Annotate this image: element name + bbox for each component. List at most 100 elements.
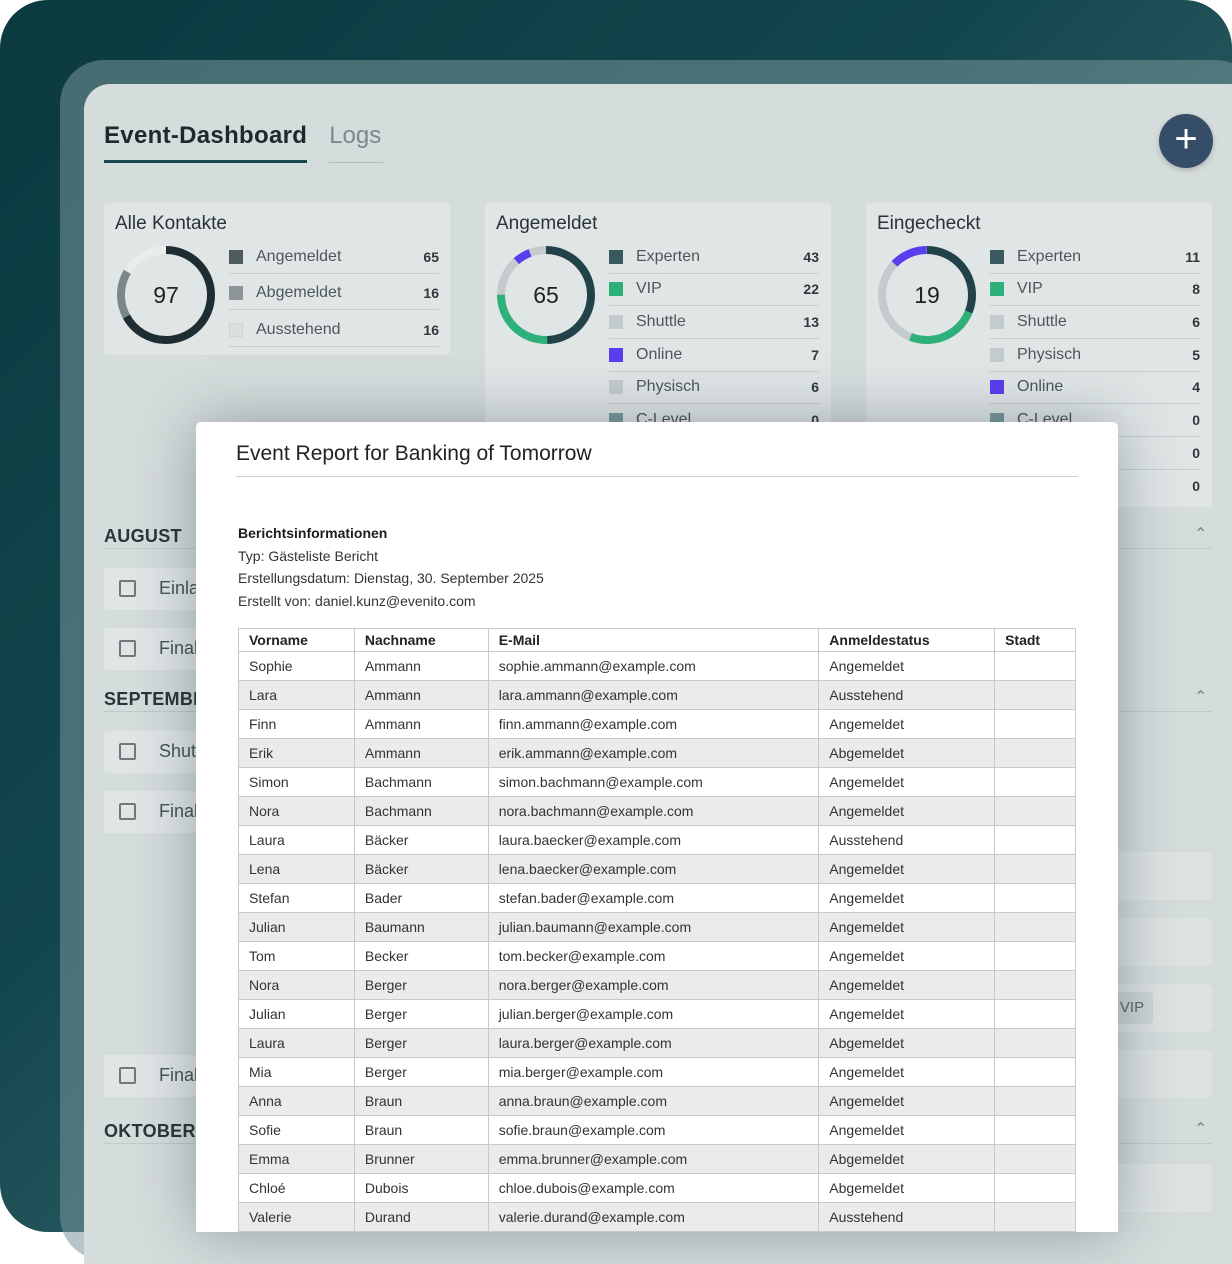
table-cell: tom.becker@example.com [487,941,820,971]
task-label: Final [159,801,199,821]
table-cell: Ammann [353,651,489,681]
table-cell [994,1028,1076,1058]
table-cell: Angemeldet [818,796,996,826]
card-alle-kontakte: Alle Kontakte 97 Angemeldet 65 Abgemelde… [104,203,450,355]
table-cell: Angemeldet [818,912,996,942]
table-cell: laura.baecker@example.com [487,825,820,855]
card-title: Alle Kontakte [115,213,227,234]
legend-value: 22 [803,280,819,297]
table-row: Anna Braun anna.braun@example.com Angemelde… [238,1086,1076,1116]
table-cell [994,651,1076,681]
table-cell: Angemeldet [818,651,996,681]
table-cell [994,941,1076,971]
task-checkbox[interactable] [119,580,136,597]
tab-logs[interactable]: Logs [329,122,384,163]
table-cell: nora.berger@example.com [487,970,820,1000]
table-cell [994,680,1076,710]
legend-label: VIP [1017,279,1043,297]
column-header[interactable]: Vorname [238,628,355,652]
table-row: Tom Becker tom.becker@example.com Angemelde… [238,941,1076,971]
chevron-up-icon[interactable]: ⌃ [1194,1121,1208,1138]
table-cell: Bader [353,883,489,913]
legend-label: VIP [636,279,662,297]
legend-value: 7 [811,346,819,363]
table-cell: Emma [238,1144,355,1174]
chevron-up-icon[interactable]: ⌃ [1194,689,1208,706]
table-cell: Erik [238,738,355,768]
task-checkbox[interactable] [119,743,136,760]
plus-icon[interactable]: + [1159,114,1213,168]
legend-value: 43 [803,248,819,265]
table-cell: finn.ammann@example.com [487,709,820,739]
legend-label: Shuttle [636,312,686,330]
table-cell: Brunner [353,1144,489,1174]
table-cell: Bäcker [353,825,489,855]
table-row: Chloé Dubois chloe.dubois@example.com Abgem… [238,1173,1076,1203]
table-cell: Ausstehend [818,825,996,855]
table-cell: Becker [353,941,489,971]
table-cell: lena.baecker@example.com [487,854,820,884]
legend-row: Experten 43 [609,240,819,274]
table-row: Erik Ammann erik.ammann@example.com Abgemel… [238,738,1076,768]
legend-value: 8 [1192,280,1200,297]
column-header[interactable]: Anmeldestatus [818,628,996,652]
table-cell: Braun [353,1086,489,1116]
legend-label: Physisch [636,377,701,395]
table-cell [994,1144,1076,1174]
table-cell: Finn [238,709,355,739]
table-cell: Mia [238,1057,355,1087]
column-header[interactable]: Stadt [994,628,1076,652]
table-cell: Angemeldet [818,1086,996,1116]
table-cell: Angemeldet [818,1115,996,1145]
legend-swatch [609,379,623,394]
legend-row: Online 4 [990,370,1200,404]
task-checkbox[interactable] [119,803,136,820]
table-cell: Angemeldet [818,1057,996,1087]
legend-swatch [609,281,623,296]
table-row: Julian Baumann julian.baumann@example.com A… [238,912,1076,942]
table-row: Nora Berger nora.berger@example.com Angemel… [238,970,1076,1000]
table-cell [994,970,1076,1000]
table-cell: Angemeldet [818,970,996,1000]
table-header-row: Vorname Nachname E-Mail Anmeldestatus St… [238,628,1076,652]
donut-total: 19 [914,282,940,308]
table-cell [994,1202,1076,1232]
legend-label: Physisch [1017,345,1082,363]
table-cell: Abgemeldet [818,1144,996,1174]
table-cell [994,1086,1076,1116]
legend-value: 13 [803,313,819,330]
table-cell: Laura [238,1028,355,1058]
table-cell: Angemeldet [818,883,996,913]
table-cell [994,825,1076,855]
table-cell: Dubois [353,1173,489,1203]
table-cell [994,912,1076,942]
table-cell: sophie.ammann@example.com [487,651,820,681]
table-cell: Berger [353,1028,489,1058]
table-cell: chloe.dubois@example.com [487,1173,820,1203]
chevron-up-icon[interactable]: ⌃ [1194,526,1208,543]
table-cell: Angemeldet [818,999,996,1029]
legend-value: 16 [423,321,439,338]
legend-row: Ausstehend 16 [229,313,439,347]
legend-label: Online [636,345,683,363]
legend-swatch [990,281,1004,296]
donut-total: 97 [153,282,179,308]
legend-swatch [990,314,1004,329]
table-cell [994,854,1076,884]
tab-event-dashboard[interactable]: Event-Dashboard [104,122,308,163]
column-header[interactable]: Nachname [353,628,489,652]
legend-value: 0 [811,411,819,428]
legend-value: 11 [1185,248,1200,265]
table-cell: Berger [353,1057,489,1087]
table-cell: erik.ammann@example.com [487,738,820,768]
legend-swatch [990,347,1004,362]
legend-value: 0 [1192,444,1200,461]
table-cell: Braun [353,1115,489,1145]
task-checkbox[interactable] [119,1067,136,1084]
report-title: Event Report for Banking of Tomorrow [236,442,592,465]
task-label: Final [159,638,199,658]
column-header[interactable]: E-Mail [487,628,820,652]
report-info: Berichtsinformationen Typ: Gästeliste Be… [238,522,544,612]
table-cell [994,1115,1076,1145]
task-checkbox[interactable] [119,640,136,657]
